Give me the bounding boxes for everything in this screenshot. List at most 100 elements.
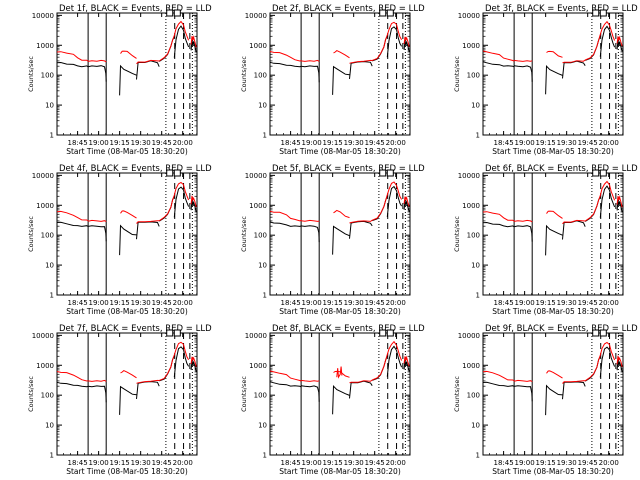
y-tick-label: 10000 [245, 172, 267, 180]
events-series-line [332, 225, 350, 255]
y-axis-label: Counts/sec [453, 376, 461, 412]
events-series-line [599, 25, 616, 57]
x-tick-label: 20:00 [173, 139, 193, 147]
lld-series-line [158, 35, 175, 62]
events-series-line [56, 381, 89, 388]
flag-box [599, 9, 607, 17]
x-tick-label: 19:15 [323, 459, 343, 467]
y-tick-label: 1000 [462, 362, 480, 370]
y-tick-label: 100 [41, 232, 54, 240]
events-series-line [386, 185, 403, 217]
panel-title: Det 1f, BLACK = Events, RED = LLD [59, 4, 212, 14]
y-tick-label: 10000 [32, 12, 54, 20]
x-tick-label: 19:15 [110, 299, 130, 307]
y-tick-label: 10000 [245, 332, 267, 340]
lld-series-line [120, 210, 137, 219]
x-tick-label: 19:30 [344, 299, 364, 307]
x-tick-label: 19:45 [152, 139, 172, 147]
lld-series-line [136, 220, 160, 224]
y-tick-label: 1 [476, 292, 480, 300]
lld-series-line [88, 59, 107, 63]
x-tick-label: 19:15 [323, 299, 343, 307]
lld-series-line [120, 50, 137, 59]
panel-title: Det 5f, BLACK = Events, RED = LLD [272, 164, 425, 174]
x-tick-label: 19:30 [131, 459, 151, 467]
lld-series-line [301, 59, 320, 62]
panel-title: Det 9f, BLACK = Events, RED = LLD [485, 324, 638, 334]
x-tick-label: 20:00 [599, 139, 619, 147]
y-tick-label: 10 [471, 262, 480, 270]
plot-frame [269, 12, 411, 136]
y-tick-label: 10 [471, 102, 480, 110]
x-axis-label: Start Time (08-Mar-05 18:30:20) [279, 147, 401, 156]
events-series-line [301, 385, 320, 402]
lld-series-line [403, 36, 410, 47]
lld-series-line [546, 210, 563, 219]
y-tick-label: 10 [258, 422, 267, 430]
events-series-line [88, 385, 107, 403]
x-tick-label: 20:00 [386, 139, 406, 147]
x-tick-label: 19:00 [515, 139, 535, 147]
events-series-line [136, 381, 160, 399]
lld-series-line [56, 371, 89, 382]
x-tick-label: 19:30 [557, 299, 577, 307]
x-tick-label: 20:00 [599, 299, 619, 307]
plot-frame [482, 332, 624, 456]
y-tick-label: 10000 [32, 332, 54, 340]
lld-series-line [269, 51, 302, 62]
x-tick-label: 19:00 [515, 459, 535, 467]
events-series-line [403, 359, 410, 372]
x-tick-label: 19:30 [131, 139, 151, 147]
lld-series-line [56, 51, 89, 62]
y-tick-label: 1000 [462, 202, 480, 210]
x-tick-label: 20:00 [173, 299, 193, 307]
lld-series-line [562, 59, 586, 64]
panel-det-2: Det 2f, BLACK = Events, RED = LLD 1 10 100 1… [240, 4, 425, 156]
y-tick-label: 1000 [462, 42, 480, 50]
x-tick-label: 18:45 [494, 459, 514, 467]
flag-box [379, 169, 387, 177]
events-series-line [349, 61, 373, 79]
events-series-line [403, 40, 410, 53]
lld-series-line [562, 219, 586, 225]
events-series-line [386, 26, 403, 58]
y-axis-label: Counts/sec [453, 216, 461, 252]
events-series-line [269, 61, 302, 68]
flag-box [166, 329, 174, 337]
y-tick-label: 100 [467, 72, 480, 80]
lld-series-line [386, 21, 403, 41]
plot-frame [56, 172, 198, 296]
lld-series-line [333, 370, 350, 378]
events-series-line [562, 381, 586, 400]
y-tick-label: 10000 [458, 332, 480, 340]
y-tick-label: 10000 [32, 172, 54, 180]
x-tick-label: 18:45 [68, 459, 88, 467]
x-tick-label: 19:45 [578, 139, 598, 147]
panel-det-3: Det 3f, BLACK = Events, RED = LLD 1 10 100 1… [453, 4, 638, 156]
lld-series-line [482, 370, 515, 382]
flag-box [386, 9, 394, 17]
x-tick-label: 19:00 [89, 139, 109, 147]
events-series-line [545, 65, 563, 95]
x-tick-label: 19:45 [578, 459, 598, 467]
panel-title: Det 6f, BLACK = Events, RED = LLD [485, 164, 638, 174]
events-series-line [349, 220, 373, 239]
lld-series-line [482, 50, 515, 62]
y-tick-label: 1000 [249, 42, 267, 50]
y-tick-label: 1000 [249, 362, 267, 370]
lld-series-line [173, 341, 190, 361]
lld-series-line [301, 379, 320, 382]
y-tick-label: 1000 [36, 362, 54, 370]
events-series-line [301, 225, 320, 243]
flag-box [599, 169, 607, 177]
y-tick-label: 1 [263, 292, 267, 300]
y-axis-label: Counts/sec [240, 216, 248, 252]
panel-det-4: Det 4f, BLACK = Events, RED = LLD 1 10 100 1… [27, 164, 212, 316]
x-tick-label: 19:45 [365, 299, 385, 307]
events-series-line [173, 186, 190, 218]
events-series-line [56, 61, 89, 68]
x-tick-label: 19:30 [131, 299, 151, 307]
events-series-line [173, 25, 190, 58]
lld-series-line [88, 379, 107, 382]
